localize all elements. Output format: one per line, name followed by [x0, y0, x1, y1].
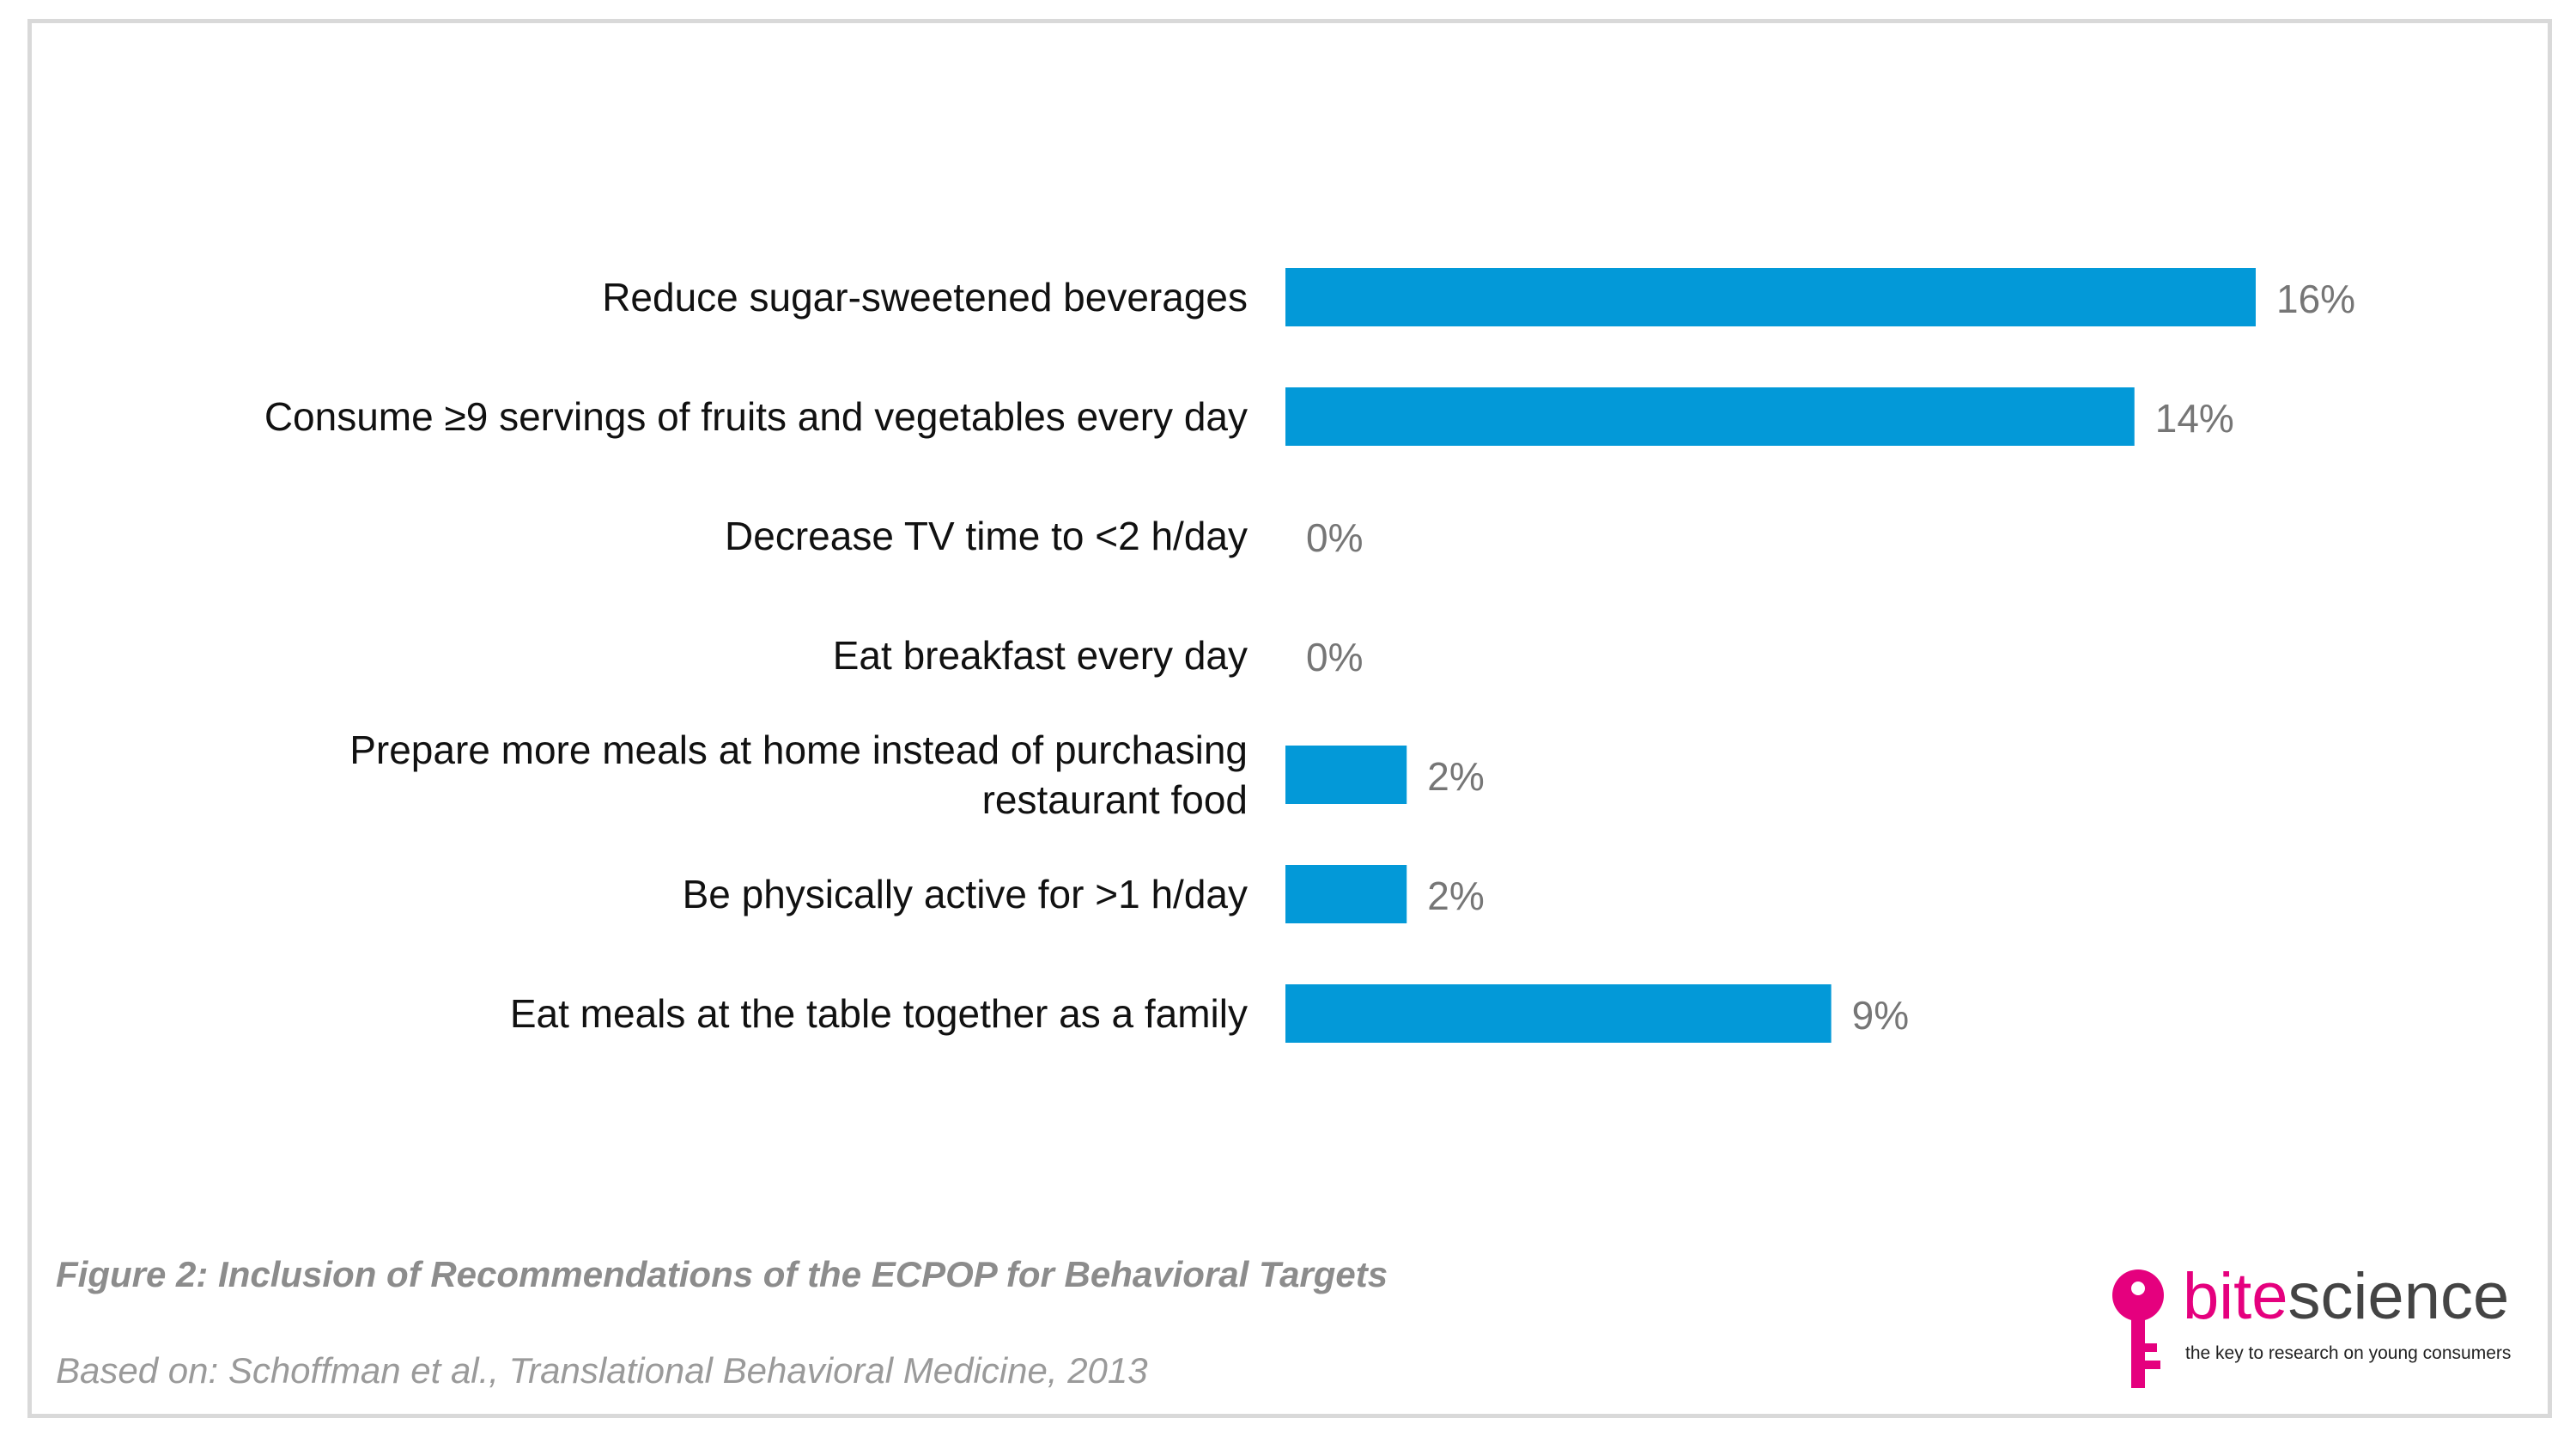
category-label: Decrease TV time to <2 h/day [725, 514, 1248, 558]
bar [1285, 387, 2135, 446]
data-label: 9% [1852, 993, 1909, 1038]
key-icon [2112, 1269, 2164, 1388]
category-label: Eat breakfast every day [833, 633, 1248, 678]
category-label: Prepare more meals at home instead of pu… [349, 728, 1248, 822]
data-label: 2% [1427, 874, 1484, 918]
source-note: Based on: Schoffman et al., Translationa… [56, 1350, 1148, 1391]
figure-caption: Figure 2: Inclusion of Recommendations o… [56, 1254, 1388, 1294]
data-label: 0% [1306, 635, 1363, 679]
category-label: Reduce sugar-sweetened beverages [602, 275, 1248, 320]
bar [1285, 984, 1832, 1043]
logo-tagline: the key to research on young consumers [2185, 1343, 2512, 1363]
category-label: Be physically active for >1 h/day [683, 872, 1248, 916]
figure-frame [27, 19, 2552, 1418]
bar [1285, 268, 2256, 326]
data-label: 0% [1306, 515, 1363, 560]
value-labels: 16% 14% 0% 0% 2% 2% 9% [1306, 277, 2355, 1038]
data-label: 14% [2155, 396, 2234, 441]
data-label: 2% [1427, 754, 1484, 799]
bar [1285, 746, 1407, 804]
category-label: Consume ≥9 servings of fruits and vegeta… [264, 394, 1248, 439]
data-label: 16% [2276, 277, 2355, 321]
category-label: Eat meals at the table together as a fam… [510, 991, 1248, 1036]
bitescience-logo: bitescience the key to research on young… [2104, 1263, 2533, 1391]
logo-word-bite: bite [2183, 1260, 2288, 1333]
logo-wordmark: bitescience [2183, 1263, 2509, 1331]
bars [1285, 268, 2256, 1043]
bar-chart: Reduce sugar-sweetened beverages Consume … [264, 268, 2355, 1043]
logo-word-science: science [2287, 1260, 2510, 1333]
bar [1285, 865, 1407, 923]
category-labels: Reduce sugar-sweetened beverages Consume … [264, 275, 1248, 1036]
